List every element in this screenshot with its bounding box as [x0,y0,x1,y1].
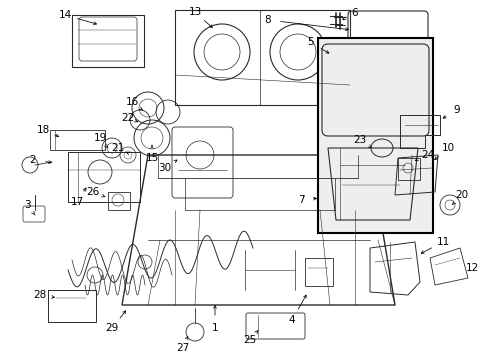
Text: 22: 22 [121,113,134,123]
Text: 14: 14 [58,10,71,20]
Text: 2: 2 [30,155,36,165]
Bar [305,258,332,286]
Text: 28: 28 [33,290,46,300]
Bar [175,10,349,105]
Text: 3: 3 [23,200,30,210]
Text: 27: 27 [176,343,189,353]
Text: 5: 5 [306,37,313,47]
Text: 17: 17 [70,197,83,207]
Text: 30: 30 [158,163,171,173]
Bar [397,158,419,180]
Text: 11: 11 [435,237,448,247]
Text: 16: 16 [125,97,138,107]
Text: 8: 8 [264,15,271,25]
Text: 12: 12 [465,263,478,273]
Text: 20: 20 [454,190,468,200]
Text: 13: 13 [188,7,201,17]
Text: 4: 4 [288,315,295,325]
Text: 7: 7 [297,195,304,205]
Text: 21: 21 [111,143,124,153]
Text: 18: 18 [36,125,49,135]
Text: 29: 29 [105,323,119,333]
Text: 24: 24 [421,150,434,160]
Text: 26: 26 [86,187,100,197]
Bar [108,192,130,210]
Text: 1: 1 [211,323,218,333]
Text: 10: 10 [441,143,454,153]
Bar [50,130,105,150]
Text: 19: 19 [93,133,106,143]
Bar [68,152,140,202]
Bar [48,290,96,322]
Bar [317,38,432,233]
Text: 15: 15 [145,153,158,163]
Text: 25: 25 [243,335,256,345]
Text: 6: 6 [351,8,358,18]
Text: 9: 9 [453,105,459,115]
Bar [72,15,143,67]
Text: 23: 23 [353,135,366,145]
